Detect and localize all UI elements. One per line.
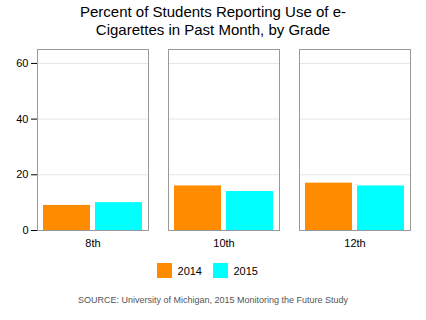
html-text:Percent of Students Reporting: Percent of Students Reporting Use of e- …: [80, 3, 346, 38]
svg-text:12th: 12th: [344, 237, 365, 249]
svg-text:0: 0: [22, 224, 28, 236]
svg-text:40: 40: [16, 113, 28, 125]
svg-text:20: 20: [16, 168, 28, 180]
html-text:2014: 2014: [177, 264, 202, 277]
html-text:2015: 2015: [233, 264, 258, 277]
html-text:SOURCE: University of Michigan: SOURCE: University of Michigan, 2015 Mon…: [77, 294, 349, 305]
svg-text:8th: 8th: [85, 237, 100, 249]
svg-text:60: 60: [16, 57, 28, 69]
svg-text:10th: 10th: [213, 237, 234, 249]
